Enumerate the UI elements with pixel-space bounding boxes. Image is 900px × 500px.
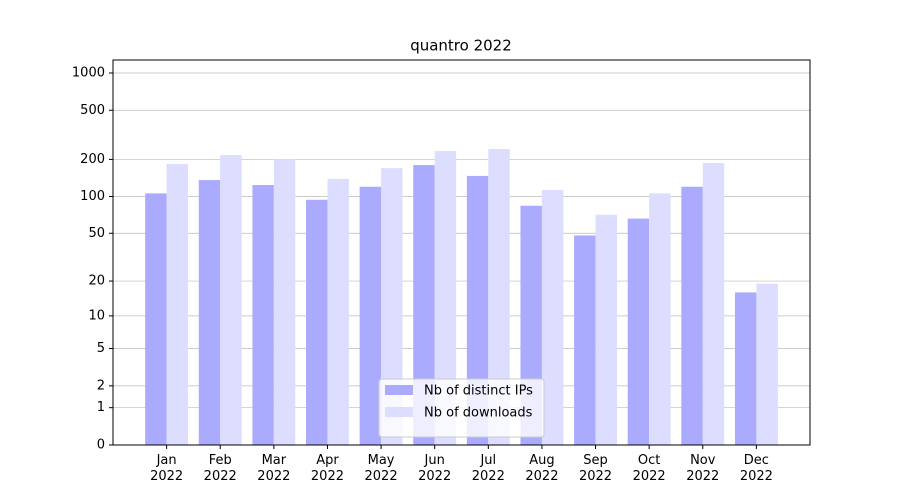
x-tick-label: Mar 2022 (257, 453, 291, 484)
y-tick-label: 1 (97, 400, 105, 415)
bar (306, 199, 328, 445)
x-tick-label: Jun 2022 (418, 453, 452, 484)
bar (702, 163, 725, 445)
bar (381, 168, 403, 445)
bar (734, 292, 757, 445)
y-tick-label: 1000 (72, 65, 105, 80)
bar (595, 214, 617, 445)
bar (220, 155, 242, 446)
x-tick-label: Aug 2022 (525, 453, 559, 484)
bar (327, 178, 349, 446)
x-tick-label: Oct 2022 (632, 453, 666, 484)
legend-label: Nb of distinct IPs (424, 384, 533, 399)
bar (488, 148, 510, 446)
x-tick-label: Dec 2022 (739, 453, 773, 484)
bar (273, 159, 296, 445)
x-tick-label: Jul 2022 (471, 453, 505, 484)
bar (541, 189, 564, 445)
legend-label: Nb of downloads (424, 406, 533, 421)
x-tick-label: Apr 2022 (310, 453, 344, 484)
bar (756, 283, 778, 445)
bar (145, 193, 167, 445)
y-tick-label: 500 (80, 103, 105, 118)
x-tick-label: Nov 2022 (686, 453, 720, 484)
bar (198, 180, 221, 445)
x-tick-label: May 2022 (364, 453, 398, 484)
bar (359, 186, 382, 445)
y-tick-label: 10 (88, 308, 105, 323)
x-tick-label: Sep 2022 (578, 453, 613, 484)
y-tick-label: 20 (88, 274, 105, 289)
legend-swatch (385, 407, 413, 417)
y-tick-label: 50 (88, 226, 105, 241)
bar (252, 185, 274, 445)
bar (681, 186, 703, 445)
y-tick-label: 2 (97, 378, 105, 393)
y-tick-label: 200 (80, 152, 105, 167)
y-tick-label: 0 (97, 438, 105, 453)
bar (466, 175, 489, 446)
x-tick-label: Feb 2022 (203, 453, 237, 484)
y-tick-label: 100 (80, 189, 105, 204)
legend: Nb of distinct IPs Nb of downloads (378, 378, 545, 438)
y-tick-label: 5 (97, 341, 105, 356)
bar (574, 235, 596, 445)
bar (627, 218, 650, 445)
bar (166, 163, 189, 446)
legend-swatch (385, 385, 413, 395)
plot-frame (112, 59, 811, 446)
bar (649, 193, 671, 445)
legend-box (378, 378, 545, 438)
chart-title: quantro 2022 (410, 37, 512, 55)
bar (413, 165, 435, 445)
bar (434, 151, 457, 445)
x-tick-label: Jan 2022 (150, 453, 184, 484)
